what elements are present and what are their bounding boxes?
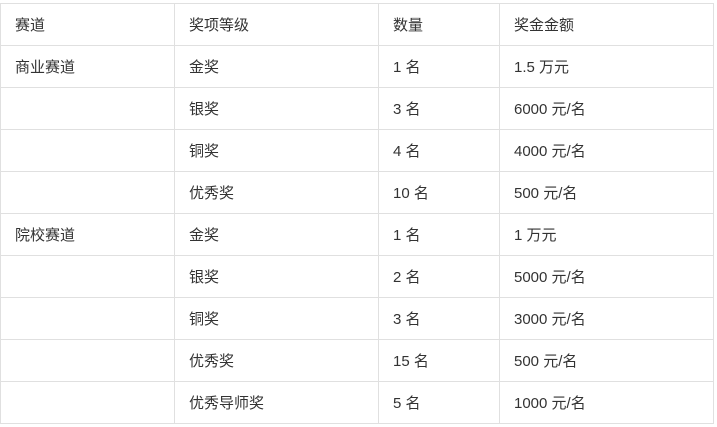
table-row: 铜奖 4 名 4000 元/名 — [0, 129, 714, 172]
cell-prize-amount: 500 元/名 — [499, 171, 714, 214]
column-header-track: 赛道 — [0, 3, 175, 46]
cell-prize-amount: 500 元/名 — [499, 339, 714, 382]
cell-award-level: 金奖 — [174, 213, 379, 256]
cell-quantity: 3 名 — [378, 297, 500, 340]
cell-track — [0, 297, 175, 340]
cell-award-level: 铜奖 — [174, 297, 379, 340]
cell-quantity: 2 名 — [378, 255, 500, 298]
cell-prize-amount: 1.5 万元 — [499, 45, 714, 88]
table-row: 银奖 3 名 6000 元/名 — [0, 87, 714, 130]
table-row: 院校赛道 金奖 1 名 1 万元 — [0, 213, 714, 256]
table-row: 优秀奖 15 名 500 元/名 — [0, 339, 714, 382]
cell-quantity: 1 名 — [378, 213, 500, 256]
table-row: 优秀奖 10 名 500 元/名 — [0, 171, 714, 214]
table-row: 银奖 2 名 5000 元/名 — [0, 255, 714, 298]
cell-quantity: 15 名 — [378, 339, 500, 382]
cell-prize-amount: 3000 元/名 — [499, 297, 714, 340]
cell-track — [0, 129, 175, 172]
cell-prize-amount: 1 万元 — [499, 213, 714, 256]
cell-award-level: 金奖 — [174, 45, 379, 88]
cell-quantity: 3 名 — [378, 87, 500, 130]
table-header-row: 赛道 奖项等级 数量 奖金金额 — [0, 3, 714, 46]
cell-quantity: 5 名 — [378, 381, 500, 424]
cell-track: 商业赛道 — [0, 45, 175, 88]
cell-award-level: 优秀奖 — [174, 339, 379, 382]
table-row: 铜奖 3 名 3000 元/名 — [0, 297, 714, 340]
cell-award-level: 优秀导师奖 — [174, 381, 379, 424]
cell-award-level: 铜奖 — [174, 129, 379, 172]
cell-award-level: 银奖 — [174, 255, 379, 298]
cell-track — [0, 339, 175, 382]
cell-track — [0, 171, 175, 214]
prize-table: 赛道 奖项等级 数量 奖金金额 商业赛道 金奖 1 名 1.5 万元 银奖 3 … — [0, 3, 714, 424]
cell-track — [0, 255, 175, 298]
cell-award-level: 优秀奖 — [174, 171, 379, 214]
cell-prize-amount: 1000 元/名 — [499, 381, 714, 424]
column-header-award-level: 奖项等级 — [174, 3, 379, 46]
cell-award-level: 银奖 — [174, 87, 379, 130]
column-header-quantity: 数量 — [378, 3, 500, 46]
cell-quantity: 1 名 — [378, 45, 500, 88]
cell-track — [0, 381, 175, 424]
cell-quantity: 4 名 — [378, 129, 500, 172]
cell-prize-amount: 5000 元/名 — [499, 255, 714, 298]
cell-prize-amount: 6000 元/名 — [499, 87, 714, 130]
table-row: 优秀导师奖 5 名 1000 元/名 — [0, 381, 714, 424]
column-header-prize-amount: 奖金金额 — [499, 3, 714, 46]
cell-track: 院校赛道 — [0, 213, 175, 256]
cell-prize-amount: 4000 元/名 — [499, 129, 714, 172]
table-row: 商业赛道 金奖 1 名 1.5 万元 — [0, 45, 714, 88]
cell-quantity: 10 名 — [378, 171, 500, 214]
cell-track — [0, 87, 175, 130]
